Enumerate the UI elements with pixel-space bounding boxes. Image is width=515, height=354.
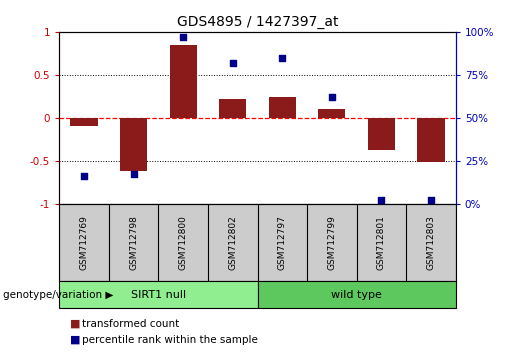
Bar [120,118,147,171]
Bar [269,97,296,118]
Text: wild type: wild type [331,290,382,300]
Point [328,94,336,100]
Text: GSM712803: GSM712803 [426,215,436,270]
Title: GDS4895 / 1427397_at: GDS4895 / 1427397_at [177,16,338,29]
Text: genotype/variation ▶: genotype/variation ▶ [3,290,113,300]
Text: GSM712800: GSM712800 [179,215,187,270]
Text: SIRT1 null: SIRT1 null [131,290,186,300]
Point [129,172,138,177]
Point [229,60,237,65]
Text: ■: ■ [70,335,83,345]
Text: GSM712769: GSM712769 [79,215,89,270]
Point [278,55,286,61]
Text: transformed count: transformed count [82,319,180,329]
Text: GSM712802: GSM712802 [228,215,237,270]
Text: GSM712801: GSM712801 [377,215,386,270]
Bar [169,45,197,118]
Point [427,197,435,203]
Bar [219,99,246,118]
Point [377,197,386,203]
Bar [71,118,98,126]
Text: GSM712799: GSM712799 [328,215,336,270]
Text: percentile rank within the sample: percentile rank within the sample [82,335,259,345]
Text: GSM712798: GSM712798 [129,215,138,270]
Point [179,34,187,40]
Bar [368,118,395,150]
Text: GSM712797: GSM712797 [278,215,287,270]
Bar [59,281,258,308]
Bar [318,109,346,118]
Text: ■: ■ [70,319,83,329]
Bar [417,118,444,162]
Bar [258,281,456,308]
Point [80,173,88,179]
